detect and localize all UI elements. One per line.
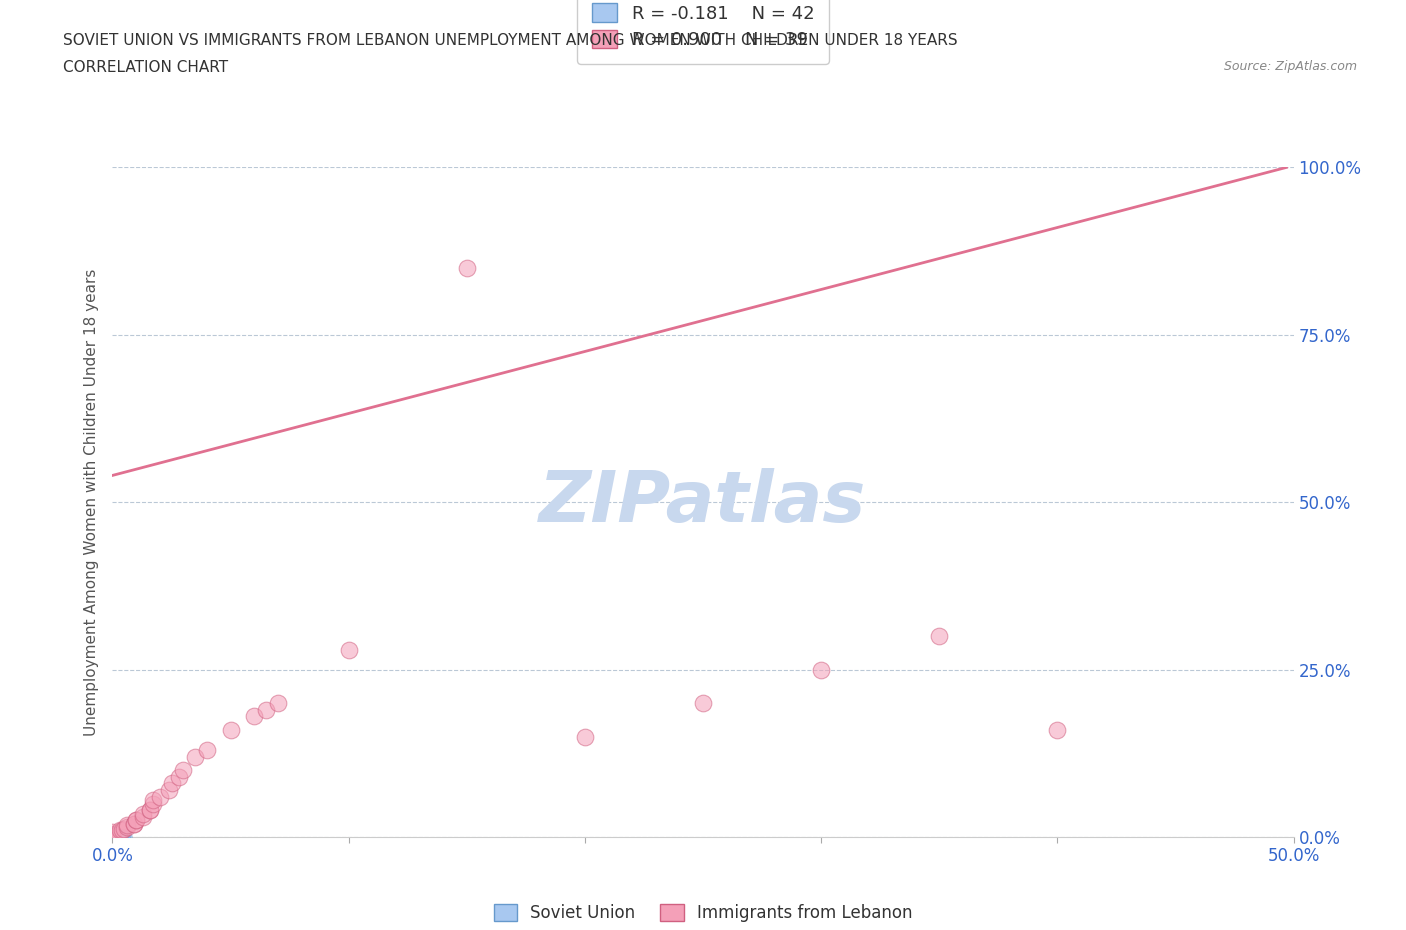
Point: [149, 790, 172, 804]
Point: [254, 702, 277, 717]
Point: [101, 830, 124, 844]
Point: [101, 829, 124, 844]
Point: [101, 830, 124, 844]
Text: CORRELATION CHART: CORRELATION CHART: [63, 60, 228, 75]
Point: [101, 830, 124, 844]
Point: [101, 828, 124, 843]
Point: [105, 830, 128, 844]
Point: [101, 830, 124, 844]
Point: [112, 821, 135, 836]
Point: [101, 830, 124, 844]
Point: [101, 830, 124, 844]
Point: [122, 817, 145, 831]
Point: [101, 830, 124, 844]
Point: [122, 817, 145, 831]
Point: [101, 830, 124, 844]
Point: [125, 813, 148, 828]
Point: [101, 830, 124, 844]
Point: [108, 830, 131, 844]
Point: [112, 830, 135, 844]
Point: [101, 830, 124, 844]
Point: [142, 792, 165, 807]
Point: [184, 750, 207, 764]
Point: [101, 830, 124, 844]
Point: [101, 830, 124, 844]
Point: [456, 260, 478, 275]
Point: [243, 709, 266, 724]
Point: [219, 723, 242, 737]
Point: [101, 825, 124, 840]
Point: [108, 830, 131, 844]
Point: [108, 830, 131, 844]
Point: [101, 829, 124, 844]
Point: [111, 823, 134, 838]
Text: SOVIET UNION VS IMMIGRANTS FROM LEBANON UNEMPLOYMENT AMONG WOMEN WITH CHILDREN U: SOVIET UNION VS IMMIGRANTS FROM LEBANON …: [63, 33, 957, 47]
Text: Source: ZipAtlas.com: Source: ZipAtlas.com: [1223, 60, 1357, 73]
Point: [692, 696, 714, 711]
Point: [101, 830, 124, 844]
Point: [172, 763, 194, 777]
Point: [101, 830, 124, 844]
Point: [101, 830, 124, 844]
Point: [101, 830, 124, 844]
Point: [160, 776, 183, 790]
Point: [142, 796, 165, 811]
Point: [139, 803, 162, 817]
Point: [267, 696, 290, 711]
Point: [928, 629, 950, 644]
Point: [101, 830, 124, 844]
Point: [101, 830, 124, 844]
Point: [132, 809, 155, 824]
Point: [101, 830, 124, 844]
Point: [139, 803, 162, 817]
Point: [125, 813, 148, 828]
Point: [101, 830, 124, 844]
Point: [105, 830, 128, 844]
Point: [101, 830, 124, 844]
Point: [108, 823, 131, 838]
Point: [574, 729, 596, 744]
Point: [111, 830, 134, 844]
Text: ZIPatlas: ZIPatlas: [540, 468, 866, 537]
Point: [337, 642, 360, 657]
Point: [101, 830, 124, 844]
Point: [115, 817, 138, 832]
Point: [101, 830, 124, 844]
Legend: Soviet Union, Immigrants from Lebanon: Soviet Union, Immigrants from Lebanon: [481, 891, 925, 930]
Point: [101, 830, 124, 844]
Point: [101, 830, 124, 844]
Point: [1046, 723, 1069, 737]
Point: [105, 830, 128, 844]
Point: [111, 830, 134, 844]
Point: [101, 830, 124, 844]
Point: [101, 830, 124, 844]
Point: [101, 827, 124, 842]
Point: [108, 830, 131, 844]
Point: [115, 819, 138, 834]
Point: [101, 830, 124, 844]
Point: [101, 828, 124, 843]
Point: [111, 830, 134, 844]
Point: [101, 826, 124, 841]
Point: [810, 662, 832, 677]
Point: [195, 742, 218, 757]
Point: [105, 830, 128, 844]
Point: [157, 783, 180, 798]
Point: [101, 830, 124, 844]
Y-axis label: Unemployment Among Women with Children Under 18 years: Unemployment Among Women with Children U…: [83, 269, 98, 736]
Point: [167, 769, 190, 784]
Point: [132, 806, 155, 821]
